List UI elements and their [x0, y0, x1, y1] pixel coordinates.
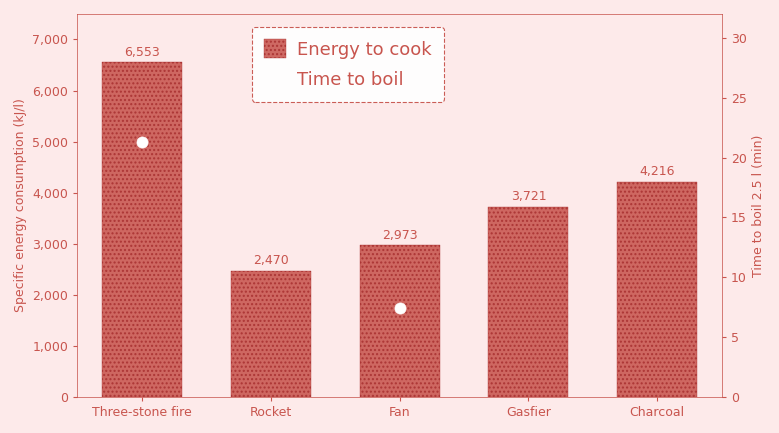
Text: 2,973: 2,973 [382, 229, 418, 242]
Bar [231, 271, 311, 397]
Text: 6,553: 6,553 [124, 46, 160, 59]
Text: 4,216: 4,216 [640, 165, 675, 178]
Bar [102, 62, 182, 397]
Bar [617, 182, 697, 397]
Text: 3,721: 3,721 [510, 191, 546, 204]
Legend: Energy to cook, Time to boil: Energy to cook, Time to boil [252, 27, 444, 102]
Bar [360, 245, 439, 397]
Y-axis label: Specific energy consumption (kJ/l): Specific energy consumption (kJ/l) [14, 99, 27, 313]
Y-axis label: Time to boil 2.5 l (min): Time to boil 2.5 l (min) [752, 134, 765, 277]
Text: 2,470: 2,470 [253, 254, 288, 267]
Bar [488, 207, 569, 397]
